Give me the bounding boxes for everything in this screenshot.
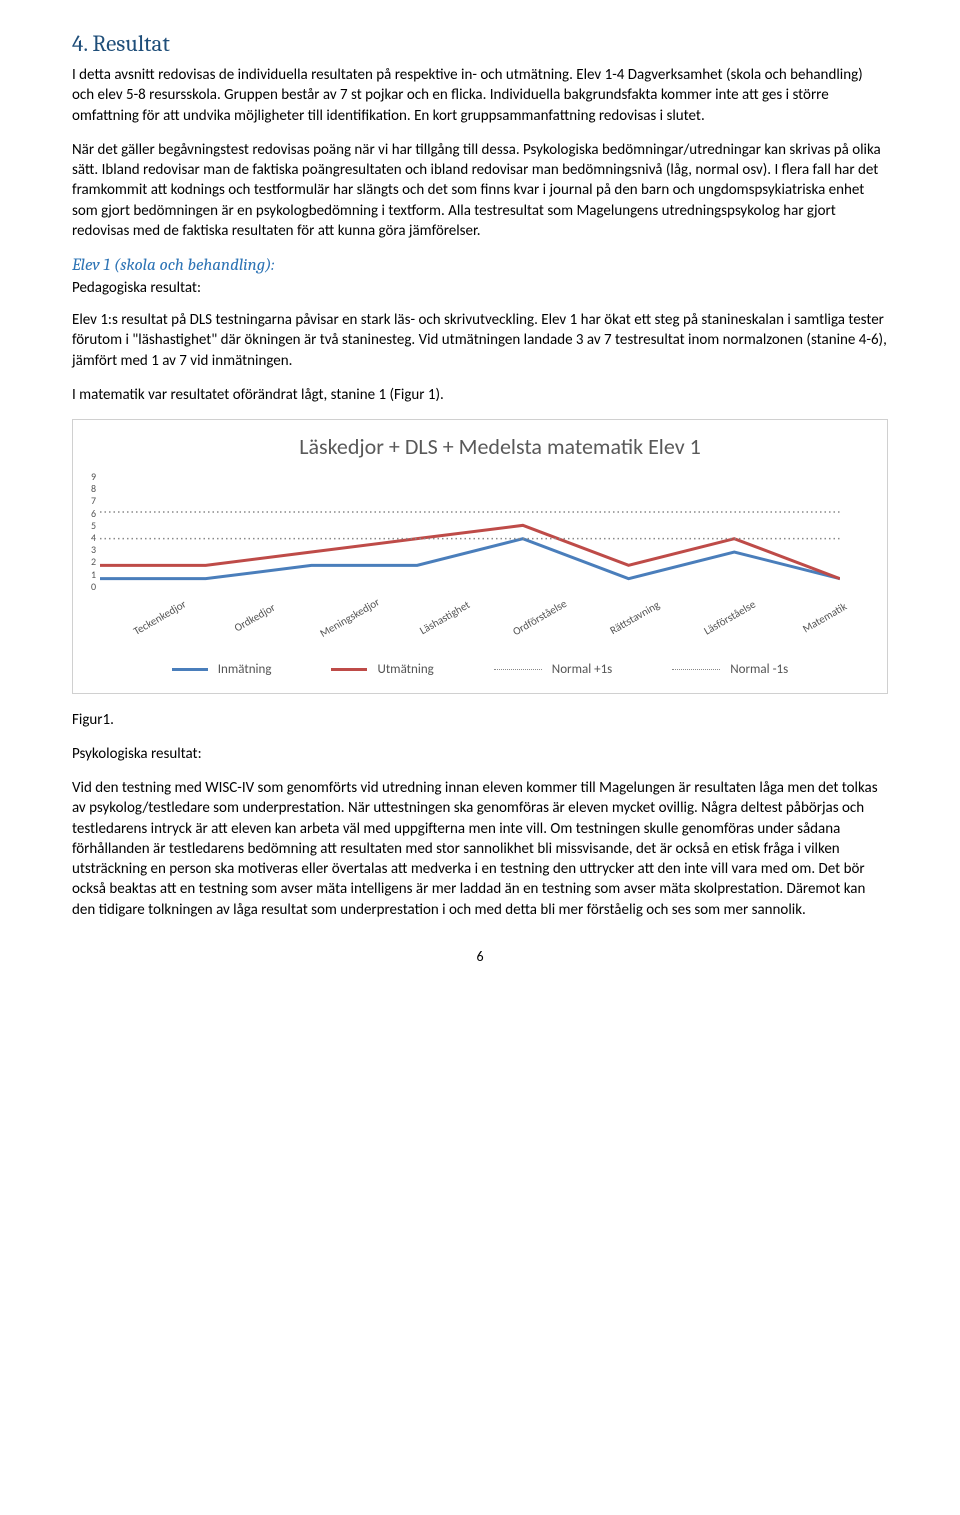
- legend-item: Normal -1s: [672, 661, 788, 679]
- chart-container: Läskedjor + DLS + Medelsta matematik Ele…: [72, 419, 888, 693]
- paragraph-5: Vid den testning med WISC-IV som genomfö…: [72, 778, 888, 920]
- legend-label: Utmätning: [377, 661, 433, 679]
- y-tick: 2: [91, 557, 96, 567]
- paragraph-3: Elev 1:s resultat på DLS testningarna på…: [72, 310, 888, 371]
- elev1-heading: Elev 1 (skola och behandling):: [72, 255, 888, 278]
- legend-swatch: [494, 669, 542, 670]
- chart-x-axis: TeckenkedjorOrdkedjorMeningskedjorLäshas…: [109, 604, 869, 619]
- page-number: 6: [72, 948, 888, 967]
- legend-item: Utmätning: [331, 661, 433, 679]
- y-tick: 8: [91, 484, 96, 494]
- y-tick: 6: [91, 509, 96, 519]
- chart-title: Läskedjor + DLS + Medelsta matematik Ele…: [131, 432, 869, 462]
- legend-swatch: [672, 669, 720, 670]
- y-tick: 1: [91, 570, 96, 580]
- section-title: 4. Resultat: [72, 28, 888, 59]
- y-tick: 9: [91, 472, 96, 482]
- figure-label: Figur1.: [72, 710, 888, 730]
- chart-series-line: [100, 539, 840, 579]
- y-tick: 0: [91, 582, 96, 592]
- paragraph-1: I detta avsnitt redovisas de individuell…: [72, 65, 888, 126]
- legend-label: Normal +1s: [552, 661, 612, 679]
- chart-plot: [100, 472, 840, 592]
- legend-swatch: [331, 668, 367, 671]
- y-tick: 7: [91, 496, 96, 506]
- chart-legend: Inmätning Utmätning Normal +1s Normal -1s: [91, 661, 869, 679]
- legend-label: Normal -1s: [730, 661, 788, 679]
- paragraph-2: När det gäller begåvningstest redovisas …: [72, 140, 888, 241]
- legend-item: Normal +1s: [494, 661, 612, 679]
- y-tick: 3: [91, 545, 96, 555]
- psykologiska-label: Psykologiska resultat:: [72, 744, 888, 764]
- legend-label: Inmätning: [218, 661, 272, 679]
- pedagogiska-label: Pedagogiska resultat:: [72, 278, 888, 298]
- y-tick: 5: [91, 521, 96, 531]
- y-tick: 4: [91, 533, 96, 543]
- paragraph-4: I matematik var resultatet oförändrat lå…: [72, 385, 888, 405]
- chart-y-axis: 9 8 7 6 5 4 3 2 1 0: [91, 472, 100, 592]
- legend-item: Inmätning: [172, 661, 272, 679]
- legend-swatch: [172, 668, 208, 671]
